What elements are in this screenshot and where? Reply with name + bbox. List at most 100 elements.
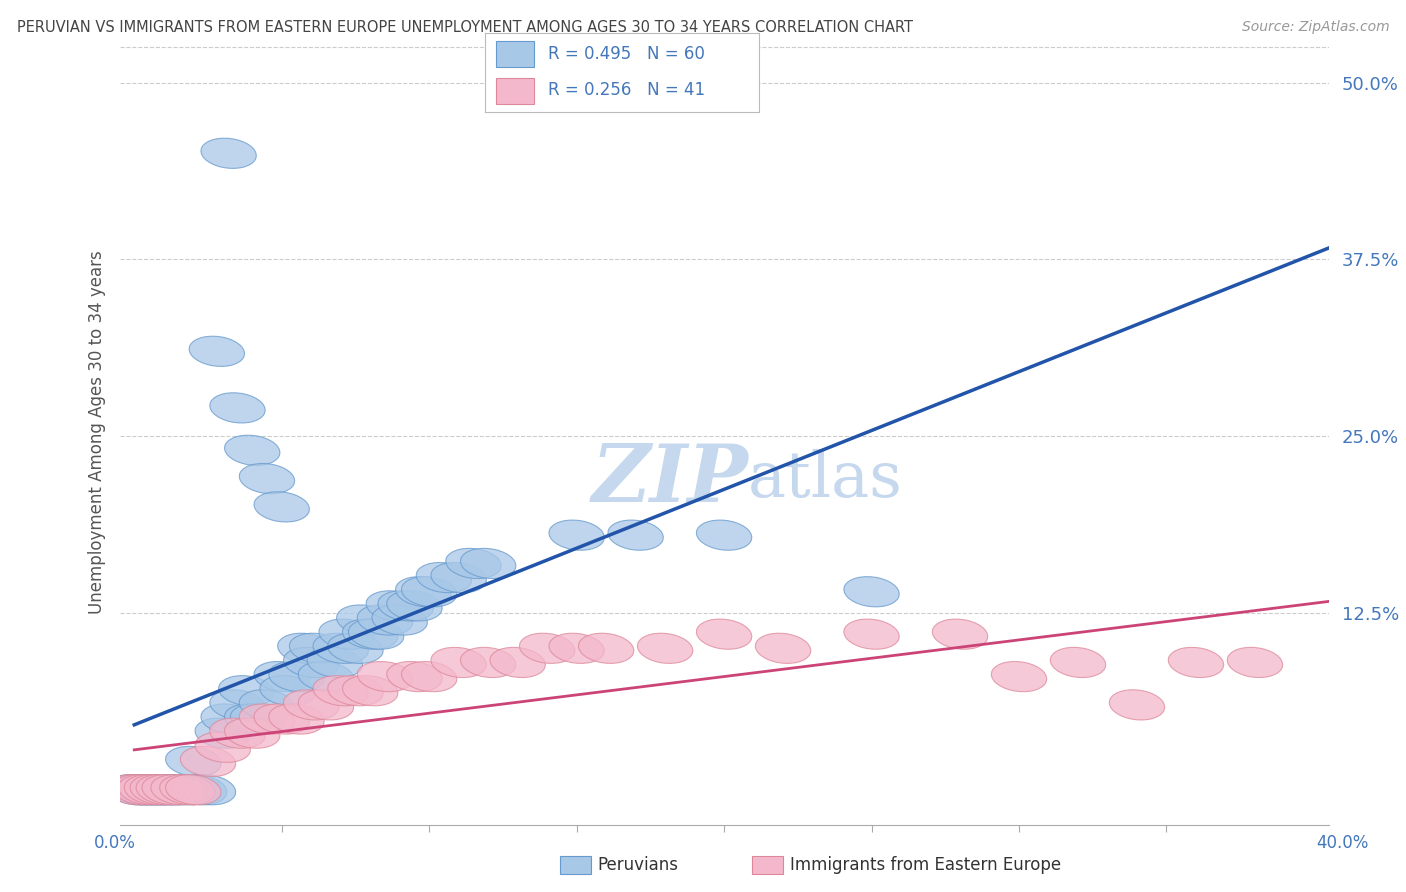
Ellipse shape [160,774,215,805]
Ellipse shape [696,520,752,550]
Y-axis label: Unemployment Among Ages 30 to 34 years: Unemployment Among Ages 30 to 34 years [87,251,105,615]
Ellipse shape [195,732,250,763]
Ellipse shape [578,633,634,664]
Ellipse shape [461,648,516,678]
Ellipse shape [124,774,180,805]
Ellipse shape [150,774,207,805]
Ellipse shape [1227,648,1282,678]
Ellipse shape [387,591,441,621]
Ellipse shape [328,633,382,664]
Text: 40.0%: 40.0% [1316,834,1369,852]
Ellipse shape [343,675,398,706]
Ellipse shape [172,774,226,805]
Ellipse shape [112,774,167,805]
Ellipse shape [118,774,174,805]
Ellipse shape [284,690,339,720]
Ellipse shape [387,662,441,691]
Ellipse shape [145,774,200,805]
Ellipse shape [269,704,325,734]
Ellipse shape [239,704,295,734]
Ellipse shape [319,619,374,649]
Ellipse shape [637,633,693,664]
Ellipse shape [239,464,295,493]
Ellipse shape [277,633,333,664]
Ellipse shape [231,704,285,734]
Ellipse shape [402,576,457,607]
Ellipse shape [395,576,451,607]
Ellipse shape [284,648,339,678]
Ellipse shape [127,774,183,805]
Ellipse shape [131,774,186,805]
Text: R = 0.256   N = 41: R = 0.256 N = 41 [548,81,706,99]
Ellipse shape [107,774,162,805]
Ellipse shape [290,633,344,664]
Ellipse shape [432,648,486,678]
Ellipse shape [343,619,398,649]
Ellipse shape [118,774,174,805]
Ellipse shape [461,549,516,579]
Ellipse shape [180,747,236,777]
Ellipse shape [402,662,457,691]
Ellipse shape [1168,648,1223,678]
Ellipse shape [131,774,186,805]
Ellipse shape [519,633,575,664]
Ellipse shape [190,336,245,367]
Ellipse shape [124,774,180,805]
Ellipse shape [225,704,280,734]
Ellipse shape [134,774,188,805]
Ellipse shape [357,662,412,691]
Ellipse shape [489,648,546,678]
Ellipse shape [416,563,471,592]
Ellipse shape [336,605,392,635]
Ellipse shape [314,675,368,706]
Ellipse shape [932,619,987,649]
Ellipse shape [201,704,256,734]
Ellipse shape [107,774,162,805]
Ellipse shape [195,718,250,748]
FancyBboxPatch shape [496,78,534,103]
Ellipse shape [166,774,221,805]
Ellipse shape [366,591,422,621]
Text: Source: ZipAtlas.com: Source: ZipAtlas.com [1241,20,1389,34]
Ellipse shape [201,138,256,169]
Ellipse shape [844,619,900,649]
Text: Peruvians: Peruvians [598,856,679,874]
Text: ZIP: ZIP [592,441,748,518]
Ellipse shape [160,774,215,805]
Ellipse shape [225,718,280,748]
Ellipse shape [314,633,368,664]
Ellipse shape [142,774,197,805]
Ellipse shape [844,576,900,607]
Ellipse shape [112,774,167,805]
Ellipse shape [755,633,811,664]
Ellipse shape [1050,648,1105,678]
Ellipse shape [254,491,309,522]
Ellipse shape [548,633,605,664]
Ellipse shape [298,690,354,720]
Text: PERUVIAN VS IMMIGRANTS FROM EASTERN EUROPE UNEMPLOYMENT AMONG AGES 30 TO 34 YEAR: PERUVIAN VS IMMIGRANTS FROM EASTERN EURO… [17,20,912,35]
Text: Immigrants from Eastern Europe: Immigrants from Eastern Europe [790,856,1062,874]
Ellipse shape [136,774,191,805]
Ellipse shape [328,675,382,706]
Ellipse shape [254,704,309,734]
Ellipse shape [1109,690,1164,720]
Ellipse shape [209,392,266,423]
Ellipse shape [254,662,309,691]
Ellipse shape [225,435,280,466]
Ellipse shape [991,662,1046,691]
Ellipse shape [260,675,315,706]
Ellipse shape [446,549,501,579]
Ellipse shape [150,774,207,805]
Ellipse shape [166,747,221,777]
FancyBboxPatch shape [496,41,534,67]
Ellipse shape [349,619,404,649]
Ellipse shape [219,675,274,706]
Ellipse shape [548,520,605,550]
Text: R = 0.495   N = 60: R = 0.495 N = 60 [548,45,704,62]
Ellipse shape [136,774,191,805]
Ellipse shape [607,520,664,550]
Ellipse shape [180,774,236,805]
Ellipse shape [373,605,427,635]
Ellipse shape [209,718,266,748]
Ellipse shape [110,774,165,805]
